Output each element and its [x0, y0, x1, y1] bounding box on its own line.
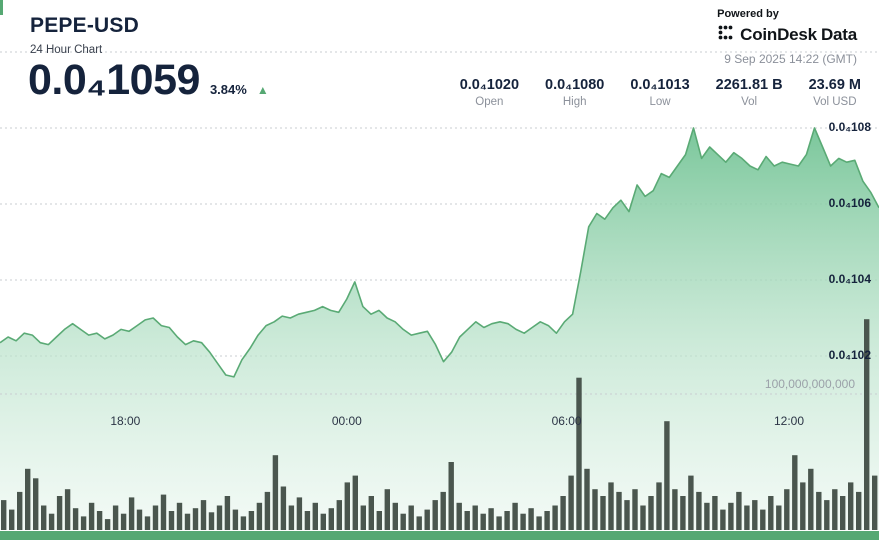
stat-low-value: 0.0₄1013: [630, 77, 690, 93]
y-axis-label-106: 0.0₄106: [828, 196, 871, 210]
price-change-percent: 3.84%: [209, 82, 247, 97]
stat-vol-usd-value: 23.69 M: [808, 77, 861, 93]
chart-timestamp: 9 Sep 2025 14:22 (GMT): [724, 52, 857, 66]
volume-axis-label: 100,000,000,000: [764, 377, 855, 391]
stat-open-value: 0.0₄1020: [459, 77, 520, 93]
stat-vol-usd: 23.69 M Vol USD: [809, 77, 861, 108]
x-axis-label-1800: 18:00: [110, 414, 141, 428]
x-axis-label-1200: 12:00: [773, 414, 804, 428]
x-axis-label-0000: 00:00: [331, 414, 362, 428]
coindesk-logo-icon: [717, 24, 734, 46]
stat-open: 0.0₄1020 Open: [460, 77, 519, 108]
stat-vol: 2261.81 B Vol: [716, 77, 783, 108]
stat-open-label: Open: [475, 96, 504, 108]
chart-header: PEPE-USD 24 Hour Chart 0.0₄1059 3.84% ▲ …: [0, 0, 879, 112]
brand-name-data: Data: [820, 25, 857, 44]
page-title: PEPE-USD: [30, 14, 139, 37]
stat-low: 0.0₄1013 Low: [630, 77, 689, 108]
y-axis-label-104: 0.0₄104: [828, 272, 871, 286]
top-left-accent: [0, 0, 3, 15]
brand-name-coindesk: CoinDesk: [740, 25, 817, 44]
ohlc-stats-row: 0.0₄1020 Open 0.0₄1080 High 0.0₄1013 Low…: [460, 77, 861, 108]
stat-high: 0.0₄1080 High: [545, 77, 604, 108]
chart-subtitle: 24 Hour Chart: [30, 44, 103, 56]
stat-high-label: High: [562, 96, 587, 108]
current-price-row: 0.0₄1059 3.84% ▲: [28, 59, 269, 102]
coindesk-logo: CoinDesk Data: [717, 24, 857, 46]
powered-by-label: Powered by: [717, 8, 779, 20]
branding-block: Powered by CoinDesk Data: [717, 8, 857, 66]
brand-name: CoinDesk Data: [740, 25, 857, 45]
stat-low-label: Low: [649, 96, 671, 108]
up-arrow-icon: ▲: [256, 83, 269, 97]
stat-vol-label: Vol: [741, 96, 758, 108]
stat-high-value: 0.0₄1080: [545, 77, 605, 93]
x-axis-label-0600: 06:00: [551, 414, 582, 428]
stat-vol-usd-label: Vol USD: [813, 96, 857, 108]
y-axis-label-102: 0.0₄102: [828, 348, 871, 362]
current-price: 0.0₄1059: [28, 56, 200, 104]
bottom-accent-bar: [0, 531, 879, 540]
y-axis-label-108: 0.0₄108: [828, 120, 871, 134]
stat-vol-value: 2261.81 B: [715, 77, 783, 93]
